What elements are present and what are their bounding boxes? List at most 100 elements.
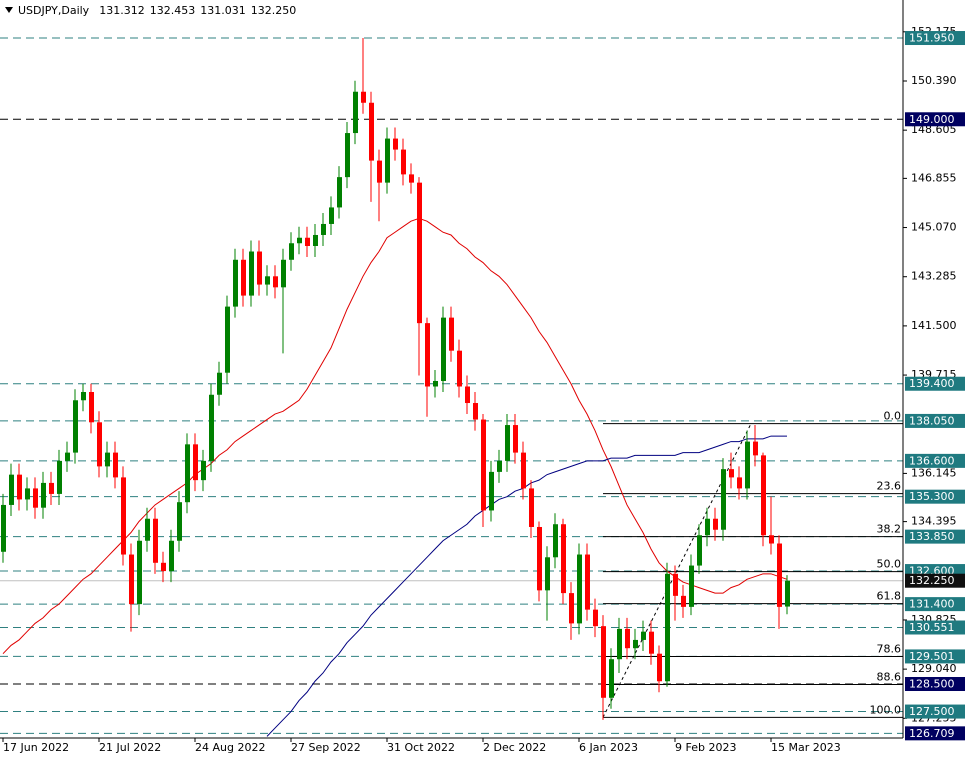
x-tick-label: 24 Aug 2022 — [195, 741, 265, 754]
level-box — [905, 376, 965, 391]
open-value: 131.312 — [99, 4, 145, 17]
candle-body — [641, 631, 646, 640]
level-box — [905, 620, 965, 635]
candle-body — [401, 149, 406, 175]
candle-body — [689, 565, 694, 607]
menu-triangle[interactable] — [5, 7, 13, 13]
y-tick-label: 148.605 — [911, 123, 957, 136]
level-box — [905, 649, 965, 664]
candle-body — [433, 380, 438, 387]
candle-body — [145, 518, 150, 541]
candle-body — [521, 452, 526, 489]
axes: 152.175150.390148.605146.855145.070143.2… — [2, 25, 965, 754]
level-label: 128.500 — [909, 678, 955, 691]
candle-body — [225, 306, 230, 373]
level-box — [905, 726, 965, 741]
fib-trend — [602, 423, 752, 718]
candle-body — [769, 535, 774, 544]
candle-body — [281, 259, 286, 288]
x-tick-label: 27 Sep 2022 — [291, 741, 361, 754]
candle-body — [217, 372, 222, 395]
candle-body — [57, 460, 62, 494]
moving-average — [2, 217, 788, 655]
candle-body — [153, 518, 158, 563]
x-tick-label: 15 Mar 2023 — [771, 741, 841, 754]
candle-body — [369, 102, 374, 161]
y-tick-label: 143.285 — [911, 270, 957, 283]
candle-body — [49, 482, 54, 494]
candle-body — [41, 482, 46, 508]
candle-body — [777, 543, 782, 607]
candle-body — [561, 524, 566, 594]
candle-body — [681, 595, 686, 607]
candle-body — [481, 419, 486, 511]
candle-body — [169, 540, 174, 572]
candle-body — [497, 460, 502, 472]
candle-body — [473, 403, 478, 420]
plot-area: 0.0 23.6 38.2 50.0 61.8 78.6 88.6 100.0 — [0, 37, 903, 737]
x-tick-label: 21 Jul 2022 — [99, 741, 161, 754]
candle-body — [761, 455, 766, 536]
y-tick-label: 150.390 — [911, 74, 957, 87]
level-label: 132.250 — [909, 574, 955, 587]
candle-body — [713, 518, 718, 530]
candle-body — [705, 518, 710, 536]
candle-body — [361, 91, 366, 103]
fib-label: 61.8 — [877, 590, 902, 603]
level-box — [905, 597, 965, 612]
level-label: 139.400 — [909, 377, 955, 390]
candle-body — [137, 540, 142, 605]
candle-body — [193, 444, 198, 481]
candle-body — [161, 562, 166, 572]
candle-body — [129, 554, 134, 605]
candle-body — [329, 207, 334, 224]
candle-body — [393, 138, 398, 150]
level-label: 149.000 — [909, 113, 955, 126]
level-label: 130.551 — [909, 621, 955, 634]
candle-body — [417, 182, 422, 324]
low-value: 131.031 — [200, 4, 246, 17]
candle-body — [121, 477, 126, 555]
candle-body — [441, 317, 446, 381]
moving-average — [266, 435, 787, 737]
candle-body — [529, 488, 534, 527]
level-label: 138.050 — [909, 414, 955, 427]
candle-body — [489, 471, 494, 511]
y-tick-label: 136.145 — [911, 466, 957, 479]
level-box — [905, 573, 965, 588]
level-label: 133.850 — [909, 530, 955, 543]
candle-body — [297, 237, 302, 244]
candle-body — [65, 452, 70, 461]
candle-body — [665, 573, 670, 682]
candle-body — [721, 469, 726, 530]
candle-body — [257, 251, 262, 285]
candle-body — [377, 160, 382, 183]
candle-body — [73, 400, 78, 453]
candle-body — [673, 573, 678, 596]
candle-body — [385, 138, 390, 183]
candle-body — [105, 452, 110, 467]
x-tick-label: 2 Dec 2022 — [483, 741, 546, 754]
candle-body — [577, 554, 582, 624]
y-tick-label: 134.395 — [911, 515, 957, 528]
candle-body — [321, 223, 326, 235]
high-value: 132.453 — [150, 4, 196, 17]
level-label: 126.709 — [909, 727, 955, 740]
candle-body — [113, 452, 118, 478]
candle-body — [337, 177, 342, 208]
fib-label: 50.0 — [877, 558, 902, 571]
level-box — [905, 413, 965, 428]
candle-body — [313, 234, 318, 246]
fib-label: 23.6 — [877, 480, 902, 493]
candle-body — [569, 593, 574, 624]
symbol: USDJPY,Daily — [18, 4, 90, 17]
level-box — [905, 529, 965, 544]
candle-body — [745, 441, 750, 489]
fib-label: 38.2 — [877, 523, 902, 536]
level-label: 135.300 — [909, 490, 955, 503]
x-tick-label: 9 Feb 2023 — [675, 741, 736, 754]
candle-body — [585, 554, 590, 610]
candle-body — [273, 276, 278, 288]
candle-body — [289, 243, 294, 260]
